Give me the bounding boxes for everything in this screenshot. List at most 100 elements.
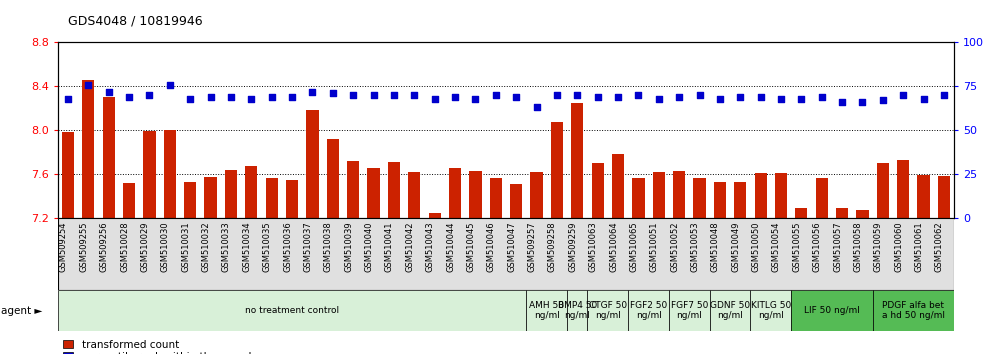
Point: [936, 92, 952, 98]
Text: GSM510047: GSM510047: [507, 221, 516, 272]
Text: GSM510059: GSM510059: [873, 221, 882, 272]
Text: FGF2 50
ng/ml: FGF2 50 ng/ml: [629, 301, 667, 320]
Bar: [327, 139, 339, 218]
Text: no treatment control: no treatment control: [245, 306, 339, 315]
Bar: [791, 290, 872, 331]
Legend: transformed count, percentile rank within the sample: transformed count, percentile rank withi…: [63, 340, 258, 354]
Text: GSM510040: GSM510040: [365, 221, 374, 272]
Bar: [83, 80, 95, 218]
Bar: [710, 290, 750, 331]
Bar: [225, 170, 237, 218]
Point: [753, 94, 769, 99]
Text: GSM509255: GSM509255: [80, 221, 89, 272]
Point: [141, 92, 157, 98]
Bar: [816, 178, 828, 218]
Point: [691, 92, 707, 98]
Bar: [58, 290, 526, 331]
Text: GSM510053: GSM510053: [690, 221, 699, 272]
Point: [264, 94, 280, 99]
Point: [773, 96, 789, 101]
Point: [712, 96, 728, 101]
Point: [488, 92, 504, 98]
Point: [101, 89, 117, 95]
Text: GSM510045: GSM510045: [466, 221, 475, 272]
Bar: [245, 166, 257, 218]
Text: GSM509256: GSM509256: [100, 221, 109, 272]
Text: GSM510050: GSM510050: [752, 221, 761, 272]
Text: GSM510048: GSM510048: [711, 221, 720, 272]
Point: [855, 99, 871, 105]
Bar: [531, 172, 543, 218]
Text: GSM509258: GSM509258: [548, 221, 557, 272]
Text: GSM510034: GSM510034: [242, 221, 251, 272]
Text: GSM510044: GSM510044: [446, 221, 455, 272]
Bar: [408, 172, 420, 218]
Text: GSM510030: GSM510030: [160, 221, 169, 272]
Text: GSM510037: GSM510037: [304, 221, 313, 272]
Point: [284, 94, 300, 99]
Point: [386, 92, 402, 98]
Point: [346, 92, 362, 98]
Bar: [652, 172, 665, 218]
Point: [610, 94, 626, 99]
Point: [447, 94, 463, 99]
Point: [305, 89, 321, 95]
Point: [508, 94, 524, 99]
Point: [835, 99, 851, 105]
Bar: [571, 103, 584, 218]
Bar: [163, 130, 176, 218]
Bar: [714, 182, 726, 218]
Bar: [184, 182, 196, 218]
Text: GSM510049: GSM510049: [731, 221, 740, 272]
Bar: [449, 169, 461, 218]
Point: [570, 92, 586, 98]
Text: GSM510043: GSM510043: [425, 221, 434, 272]
Point: [60, 96, 76, 101]
Text: PDGF alfa bet
a hd 50 ng/ml: PDGF alfa bet a hd 50 ng/ml: [881, 301, 945, 320]
Text: LIF 50 ng/ml: LIF 50 ng/ml: [804, 306, 860, 315]
Bar: [567, 290, 588, 331]
Text: GSM510031: GSM510031: [181, 221, 190, 272]
Point: [467, 96, 483, 101]
Point: [426, 96, 442, 101]
Text: GSM510063: GSM510063: [589, 221, 598, 272]
Text: GSM510056: GSM510056: [813, 221, 822, 272]
Point: [630, 92, 646, 98]
Bar: [897, 160, 909, 218]
Bar: [123, 183, 135, 218]
Point: [732, 94, 748, 99]
Text: GSM509257: GSM509257: [528, 221, 537, 272]
Text: CTGF 50
ng/ml: CTGF 50 ng/ml: [589, 301, 626, 320]
Point: [325, 91, 341, 96]
Bar: [795, 208, 808, 218]
Text: GSM510054: GSM510054: [772, 221, 781, 272]
Bar: [750, 290, 791, 331]
Text: GSM510041: GSM510041: [384, 221, 393, 272]
Point: [895, 92, 911, 98]
Point: [590, 94, 606, 99]
Point: [874, 97, 890, 103]
Text: GSM510061: GSM510061: [914, 221, 923, 272]
Bar: [612, 154, 624, 218]
Text: GSM510051: GSM510051: [649, 221, 658, 272]
Text: BMP4 50
ng/ml: BMP4 50 ng/ml: [558, 301, 597, 320]
Bar: [775, 173, 787, 218]
Bar: [286, 181, 298, 218]
Bar: [592, 163, 604, 218]
Bar: [693, 178, 705, 218]
Bar: [669, 290, 710, 331]
Text: GSM510058: GSM510058: [854, 221, 863, 272]
Text: GSM510062: GSM510062: [935, 221, 944, 272]
Text: GSM510039: GSM510039: [345, 221, 354, 272]
Bar: [368, 169, 379, 218]
Bar: [551, 122, 563, 218]
Bar: [428, 213, 441, 218]
Bar: [62, 132, 74, 218]
Text: GSM509259: GSM509259: [569, 221, 578, 272]
Text: GSM510029: GSM510029: [140, 221, 149, 272]
Point: [529, 104, 545, 110]
Bar: [734, 182, 746, 218]
Bar: [836, 208, 849, 218]
Text: AMH 50
ng/ml: AMH 50 ng/ml: [529, 301, 564, 320]
Text: agent ►: agent ►: [1, 306, 43, 316]
